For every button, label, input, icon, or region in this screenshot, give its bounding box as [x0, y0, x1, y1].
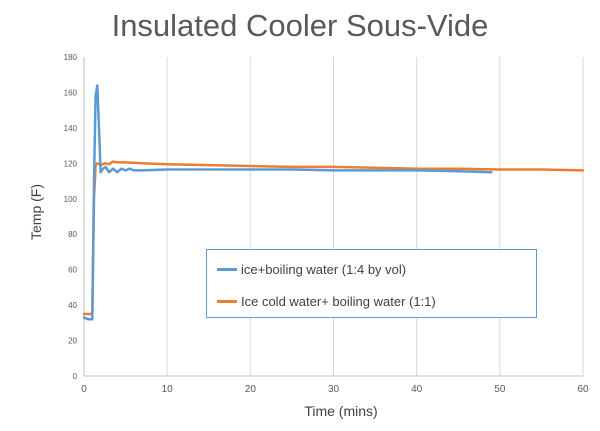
legend-swatch-series-1 — [217, 267, 237, 271]
y-tick-label-100: 100 — [64, 195, 78, 204]
legend: ice+boiling water (1:4 by vol) Ice cold … — [206, 249, 537, 318]
axes — [83, 57, 583, 377]
legend-label-series-1: ice+boiling water (1:4 by vol) — [241, 261, 407, 277]
y-axis-label: Temp (F) — [28, 184, 44, 240]
y-tick-label-160: 160 — [64, 88, 78, 97]
x-tick-label-0: 0 — [81, 384, 87, 395]
y-tick-label-0: 0 — [73, 372, 78, 381]
y-tick-label-180: 180 — [64, 53, 78, 62]
y-tick-label-140: 140 — [64, 124, 78, 133]
tick-labels: 0 10 20 30 40 50 60 0 20 40 60 80 100 120 140 160 180 — [64, 53, 589, 395]
y-tick-label-20: 20 — [68, 337, 77, 346]
x-tick-label-50: 50 — [494, 384, 506, 395]
grid — [166, 57, 584, 376]
series-line-1 — [82, 84, 493, 321]
x-axis-label: Time (mins) — [304, 403, 378, 419]
y-tick-label-40: 40 — [68, 301, 77, 310]
y-tick-label-80: 80 — [68, 230, 77, 239]
x-tick-label-30: 30 — [328, 384, 340, 395]
legend-entry-series-1: ice+boiling water (1:4 by vol) — [217, 260, 406, 278]
x-tick-label-20: 20 — [245, 384, 257, 395]
legend-entry-series-2: Ice cold water+ boiling water (1:1) — [217, 292, 436, 310]
x-tick-label-60: 60 — [577, 384, 589, 395]
series-lines — [82, 84, 585, 321]
legend-label-series-2: Ice cold water+ boiling water (1:1) — [241, 293, 436, 309]
x-tick-label-40: 40 — [411, 384, 423, 395]
x-tick-label-10: 10 — [162, 384, 174, 395]
y-tick-label-60: 60 — [68, 266, 77, 275]
legend-swatch-series-2 — [217, 299, 237, 303]
chart-title: Insulated Cooler Sous-Vide — [111, 8, 489, 43]
y-tick-label-120: 120 — [64, 159, 78, 168]
